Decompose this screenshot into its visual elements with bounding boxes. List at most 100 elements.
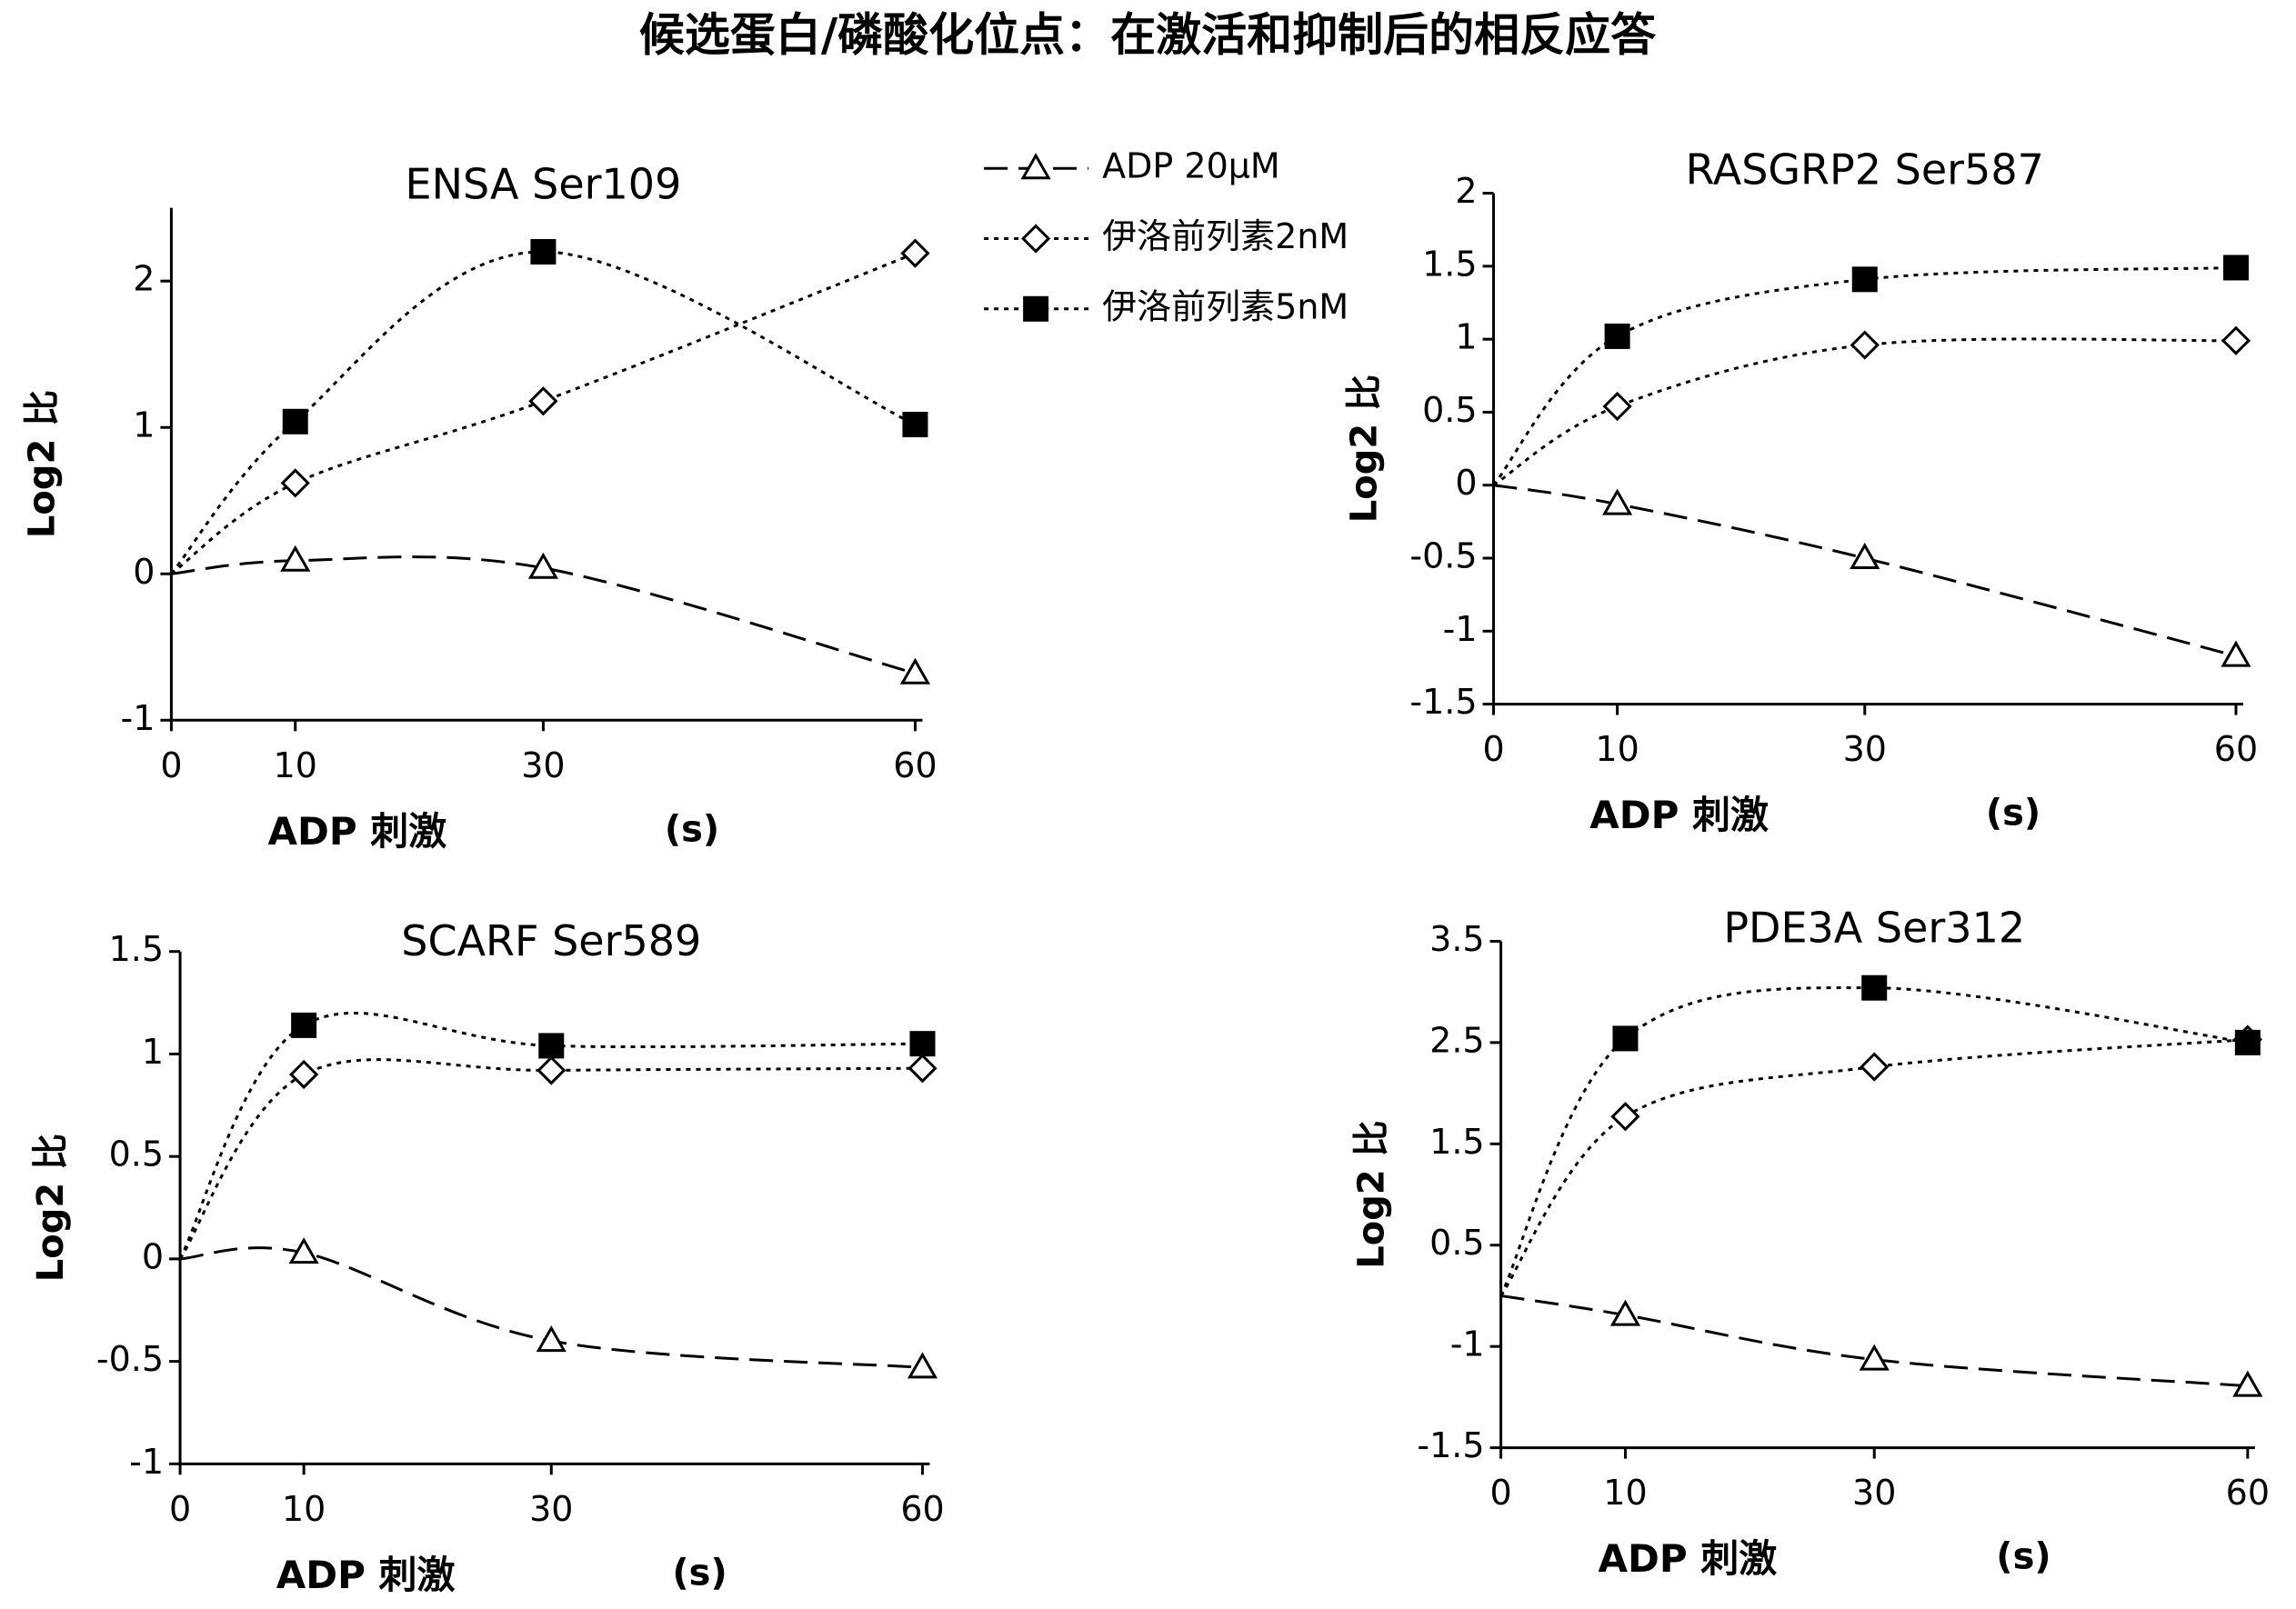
legend-label: ADP 20μM bbox=[1102, 146, 1280, 186]
marker-square bbox=[1861, 974, 1888, 1001]
x-tick-label: 30 bbox=[1852, 1473, 1896, 1513]
marker-diamond bbox=[1602, 391, 1632, 422]
chart: PDE3A Ser312 -1.5 -1 0.5 1.5 2.5 3.5 0 10 30 60 ADP… bbox=[1351, 904, 2270, 1581]
chart-title: ENSA Ser109 bbox=[406, 160, 682, 209]
series-line bbox=[178, 1012, 923, 1260]
legend-marker bbox=[1021, 224, 1051, 254]
x-axis-label: ADP 刺激 bbox=[276, 1553, 456, 1597]
marker-diamond bbox=[528, 386, 558, 416]
x-tick-label: 10 bbox=[274, 745, 317, 785]
y-axis-label: Log2 比 bbox=[1351, 1120, 1393, 1268]
marker-triangle bbox=[907, 1352, 938, 1379]
marker-diamond bbox=[536, 1055, 566, 1085]
y-axis-label: Log2 比 bbox=[1344, 375, 1386, 523]
marker-diamond bbox=[1610, 1102, 1640, 1132]
chart-title: SCARF Ser589 bbox=[401, 916, 701, 965]
x-tick-label: 0 bbox=[160, 745, 182, 785]
series-line bbox=[179, 1246, 923, 1369]
marker-square bbox=[902, 411, 928, 437]
marker-triangle bbox=[280, 545, 311, 572]
series-line bbox=[1492, 337, 2236, 486]
y-tick-label: 3.5 bbox=[1429, 919, 1484, 959]
legend: ADP 20μM 伊洛前列素2nM 伊洛前列素5nM bbox=[984, 146, 1349, 326]
y-axis-label: Log2 比 bbox=[30, 1134, 72, 1282]
x-tick-label: 10 bbox=[1595, 729, 1639, 769]
marker-diamond bbox=[2221, 325, 2251, 355]
y-tick-label: 0 bbox=[1455, 463, 1477, 503]
y-tick-label: -1 bbox=[129, 1442, 164, 1482]
x-tick-label: 30 bbox=[529, 1489, 573, 1529]
y-axis-label: Log2 比 bbox=[21, 390, 63, 538]
x-tick-label: 0 bbox=[169, 1489, 191, 1529]
y-tick-label: 1 bbox=[133, 405, 155, 445]
y-tick-label: -1 bbox=[121, 698, 155, 738]
marker-diamond bbox=[900, 238, 930, 268]
legend-label: 伊洛前列素2nM bbox=[1102, 216, 1349, 256]
y-tick-label: 2.5 bbox=[1429, 1020, 1484, 1060]
x-axis-unit: (s) bbox=[1996, 1536, 2050, 1578]
y-tick-label: 0 bbox=[133, 552, 155, 592]
marker-square bbox=[909, 1031, 936, 1057]
x-tick-label: 60 bbox=[893, 745, 937, 785]
x-axis-unit: (s) bbox=[665, 808, 719, 850]
legend-marker bbox=[1020, 153, 1051, 180]
x-tick-label: 0 bbox=[1482, 729, 1504, 769]
x-tick-label: 60 bbox=[2226, 1473, 2270, 1513]
x-tick-label: 60 bbox=[900, 1489, 944, 1529]
x-tick-label: 0 bbox=[1489, 1473, 1511, 1513]
marker-square bbox=[1851, 266, 1878, 293]
legend-marker bbox=[1023, 295, 1049, 322]
marker-diamond bbox=[907, 1054, 937, 1084]
legend-label: 伊洛前列素5nM bbox=[1102, 286, 1349, 326]
chart: RASGRP2 Ser587 -1.5 -1 -0.5 0 0.5 1 1.5 2 0 10 30 60… bbox=[1344, 145, 2259, 838]
chart: SCARF Ser589 -1 -0.5 0 0.5 1 1.5 0 10 30 60 ADP 刺激 (… bbox=[30, 916, 945, 1597]
series-line bbox=[1499, 986, 2249, 1297]
marker-square bbox=[1604, 323, 1630, 349]
marker-triangle bbox=[899, 657, 931, 685]
x-axis-label: ADP 刺激 bbox=[1599, 1536, 1778, 1581]
y-tick-label: 0 bbox=[142, 1236, 164, 1276]
marker-diamond bbox=[1850, 330, 1880, 360]
x-axis-label: ADP 刺激 bbox=[1589, 793, 1769, 837]
marker-square bbox=[530, 238, 556, 265]
marker-diamond bbox=[289, 1059, 319, 1090]
marker-triangle bbox=[288, 1237, 319, 1264]
y-tick-label: 2 bbox=[133, 259, 155, 299]
marker-square bbox=[282, 408, 308, 435]
marker-triangle bbox=[1609, 1299, 1641, 1326]
marker-triangle bbox=[1602, 488, 1633, 515]
marker-triangle bbox=[536, 1325, 566, 1353]
chart-title: PDE3A Ser312 bbox=[1723, 904, 2025, 953]
series-line bbox=[178, 1058, 923, 1260]
marker-diamond bbox=[280, 468, 310, 498]
y-tick-label: -1.5 bbox=[1417, 1425, 1484, 1465]
x-axis-label: ADP 刺激 bbox=[268, 809, 447, 854]
marker-square bbox=[2222, 255, 2249, 281]
y-tick-label: 1.5 bbox=[1429, 1122, 1484, 1162]
y-tick-label: -0.5 bbox=[1409, 535, 1477, 575]
x-tick-label: 60 bbox=[2214, 729, 2258, 769]
marker-square bbox=[538, 1033, 565, 1059]
marker-triangle bbox=[2221, 640, 2251, 667]
marker-triangle bbox=[1850, 542, 1880, 569]
x-tick-label: 30 bbox=[521, 745, 565, 785]
y-tick-label: 2 bbox=[1455, 171, 1477, 211]
series-line bbox=[1493, 484, 2237, 658]
marker-square bbox=[291, 1012, 317, 1038]
y-tick-label: 1.5 bbox=[1422, 244, 1477, 284]
y-tick-label: 0.5 bbox=[1422, 390, 1477, 430]
marker-square bbox=[1612, 1025, 1639, 1052]
chart-title: RASGRP2 Ser587 bbox=[1686, 145, 2044, 195]
series-line bbox=[1500, 1294, 2248, 1388]
marker-diamond bbox=[1860, 1052, 1890, 1082]
y-tick-label: 0.5 bbox=[109, 1134, 164, 1174]
marker-triangle bbox=[1859, 1344, 1890, 1371]
marker-triangle bbox=[527, 552, 559, 579]
marker-triangle bbox=[2232, 1370, 2263, 1397]
y-tick-label: 1 bbox=[1455, 317, 1477, 357]
x-tick-label: 30 bbox=[1843, 729, 1887, 769]
x-tick-label: 10 bbox=[282, 1489, 326, 1529]
